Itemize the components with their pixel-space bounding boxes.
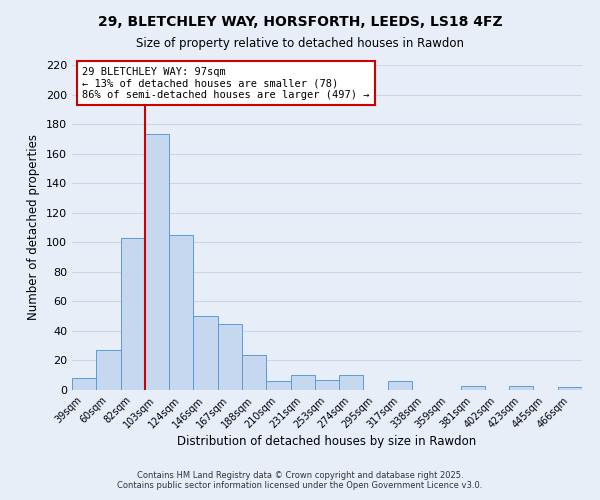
Bar: [193, 316, 218, 390]
Text: Size of property relative to detached houses in Rawdon: Size of property relative to detached ho…: [136, 38, 464, 51]
Bar: [509, 386, 533, 390]
Bar: [96, 350, 121, 390]
Bar: [290, 375, 315, 390]
Bar: [72, 378, 96, 390]
Bar: [315, 380, 339, 390]
Text: 29, BLETCHLEY WAY, HORSFORTH, LEEDS, LS18 4FZ: 29, BLETCHLEY WAY, HORSFORTH, LEEDS, LS1…: [98, 15, 502, 29]
Bar: [145, 134, 169, 390]
Bar: [388, 381, 412, 390]
Text: Contains HM Land Registry data © Crown copyright and database right 2025.
Contai: Contains HM Land Registry data © Crown c…: [118, 470, 482, 490]
Bar: [169, 235, 193, 390]
Bar: [461, 386, 485, 390]
Bar: [266, 381, 290, 390]
Bar: [218, 324, 242, 390]
Text: 29 BLETCHLEY WAY: 97sqm
← 13% of detached houses are smaller (78)
86% of semi-de: 29 BLETCHLEY WAY: 97sqm ← 13% of detache…: [82, 66, 370, 100]
X-axis label: Distribution of detached houses by size in Rawdon: Distribution of detached houses by size …: [178, 436, 476, 448]
Bar: [339, 375, 364, 390]
Bar: [558, 387, 582, 390]
Y-axis label: Number of detached properties: Number of detached properties: [28, 134, 40, 320]
Bar: [121, 238, 145, 390]
Bar: [242, 354, 266, 390]
